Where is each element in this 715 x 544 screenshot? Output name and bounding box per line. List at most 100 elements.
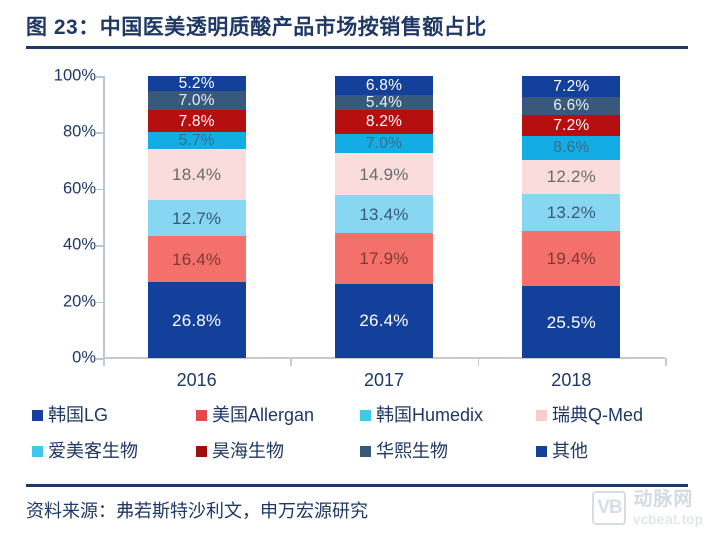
y-axis-tick-label: 60% [62,179,96,198]
bar-segment[interactable]: 7.8% [147,110,246,133]
stacked-bar[interactable]: 26.8% 16.4% 12.7% 18.4% 5.7% 7.8% 7.0% 5.2% [147,76,246,358]
y-axis-tick-label: 40% [62,235,96,254]
stacked-bar[interactable]: 25.5% 19.4% 13.2% 12.2% 8.6% 7.2% 6.6% 7.2% [522,76,621,358]
bar-segment[interactable]: 18.4% [147,148,246,201]
chart-container: 0% 20% 40% 60% 80% 100% 26.8% 16.4% 12.7% 18.4% 5… [0,60,715,400]
bar-segment[interactable]: 7.2% [522,76,621,97]
x-axis-labels: 2016 2017 2018 [103,366,665,398]
legend-swatch-icon [536,445,547,457]
legend-label: 瑞典Q-Med [552,405,644,425]
bar-segment[interactable]: 5.2% [147,76,246,91]
x-axis-label: 2018 [551,370,592,390]
x-axis-tick [477,358,480,366]
bar-segment[interactable]: 7.2% [522,115,621,136]
y-axis-tick-label: 80% [62,122,96,141]
bar-segment[interactable]: 25.5% [522,286,621,358]
footer-divider [26,484,688,487]
y-axis-line [103,76,105,358]
bar-segment[interactable]: 12.2% [522,159,621,195]
bar-segment[interactable]: 7.0% [147,90,246,111]
bar-segment[interactable]: 14.9% [335,153,433,196]
legend-swatch-icon [196,409,207,421]
bar-segment[interactable]: 12.7% [147,200,246,237]
legend-item-爱美客生物[interactable]: 爱美客生物 [32,440,138,462]
bar-segment-label: 7.2% [553,116,590,134]
bar-segment[interactable]: 17.9% [335,233,433,284]
bar-segment-label: 8.6% [553,138,590,156]
bar-segment-label: 7.2% [553,77,590,95]
bar-segment[interactable]: 6.8% [335,76,433,96]
bar-segment[interactable]: 19.4% [522,231,621,287]
stacked-bar[interactable]: 26.4% 17.9% 13.4% 14.9% 7.0% 8.2% 5.4% 6.8% [335,76,433,358]
legend-label: 美国Allergan [212,405,315,425]
chart-legend: 韩国LG 美国Allergan 韩国Humedix 瑞典Q-Med 爱美客生物 昊海生物… [0,404,715,476]
x-axis-tick [665,358,667,366]
x-axis-tick [290,358,292,366]
y-axis-tick-label: 100% [53,66,96,85]
x-axis-tick [103,358,105,366]
bar-segment[interactable]: 13.4% [335,195,433,234]
figure-header: 图 23：中国医美透明质酸产品市场按销售额占比 [26,14,688,49]
x-axis-label: 2016 [176,370,217,390]
y-axis-tick [96,301,104,304]
legend-label: 华熙生物 [376,441,448,461]
bar-segment[interactable]: 13.2% [522,194,621,232]
legend-item-瑞典Q-Med[interactable]: 瑞典Q-Med [536,404,643,426]
page-title: 图 23：中国医美透明质酸产品市场按销售额占比 [26,16,487,39]
legend-label: 韩国Humedix [376,405,484,425]
y-axis: 0% 20% 40% 60% 80% 100% [34,67,96,367]
bar-segment-label: 12.7% [172,208,222,228]
legend-swatch-icon [32,445,43,457]
bar-segment[interactable]: 26.4% [335,283,433,358]
bar-segment-label: 5.7% [178,132,215,149]
bar-segment-label: 18.4% [172,164,222,184]
bar-segment[interactable]: 5.7% [147,132,246,149]
y-axis-tick-label: 0% [72,348,96,367]
y-axis-tick [96,358,104,360]
y-axis-tick [96,188,104,191]
bar-group-2018: 25.5% 19.4% 13.2% 12.2% 8.6% 7.2% 6.6% 7.2% [522,76,621,358]
bar-group-2017: 26.4% 17.9% 13.4% 14.9% 7.0% 8.2% 5.4% 6.8% [335,76,433,358]
legend-item-其他[interactable]: 其他 [536,440,588,462]
bar-segment-label: 6.6% [553,97,590,115]
source-note: 资料来源：弗若斯特沙利文，申万宏源研究 [26,501,368,521]
legend-row-1: 韩国LG 美国Allergan 韩国Humedix 瑞典Q-Med [0,404,715,440]
bar-group-2016: 26.8% 16.4% 12.7% 18.4% 5.7% 7.8% 7.0% 5.2% [147,76,246,358]
legend-swatch-icon [360,445,371,457]
legend-item-美国Allergan[interactable]: 美国Allergan [196,404,314,426]
bar-segment-label: 7.0% [365,134,403,152]
y-axis-tick [96,76,104,78]
legend-label: 韩国LG [48,405,109,425]
legend-swatch-icon [196,445,207,457]
bar-segment-label: 26.8% [172,310,222,330]
x-axis-label: 2017 [363,370,405,390]
bar-segment[interactable]: 5.4% [335,95,433,111]
legend-swatch-icon [360,409,371,421]
bar-segment[interactable]: 6.6% [522,96,621,116]
bar-segment-label: 6.8% [365,76,403,94]
legend-label: 其他 [552,441,588,461]
legend-item-昊海生物[interactable]: 昊海生物 [196,440,284,462]
bar-segment-label: 16.4% [172,249,222,269]
bar-segment-label: 13.4% [359,204,409,224]
legend-item-韩国Humedix[interactable]: 韩国Humedix [360,404,483,426]
bar-segment-label: 26.4% [359,311,409,331]
legend-item-华熙生物[interactable]: 华熙生物 [360,440,448,462]
title-underline [26,46,688,49]
watermark-logo-icon: VB [592,491,627,525]
legend-swatch-icon [32,409,43,421]
bar-segment[interactable]: 8.6% [522,135,621,160]
legend-row-2: 爱美客生物 昊海生物 华熙生物 其他 [0,440,715,476]
bar-segment-label: 7.0% [178,91,215,109]
bar-segment-label: 5.2% [178,76,215,91]
watermark-name-cn: 动脉网 [633,489,694,510]
bar-segment[interactable]: 26.8% [147,282,246,358]
bar-segment[interactable]: 7.0% [335,133,433,154]
legend-item-韩国LG[interactable]: 韩国LG [32,404,108,426]
legend-label: 爱美客生物 [48,441,138,461]
bar-segment-label: 17.9% [359,248,409,268]
watermark-name-en: vcbeat.top [633,511,703,527]
bar-segment[interactable]: 8.2% [335,110,433,134]
bar-segment-label: 12.2% [546,167,596,187]
bar-segment[interactable]: 16.4% [147,236,246,283]
